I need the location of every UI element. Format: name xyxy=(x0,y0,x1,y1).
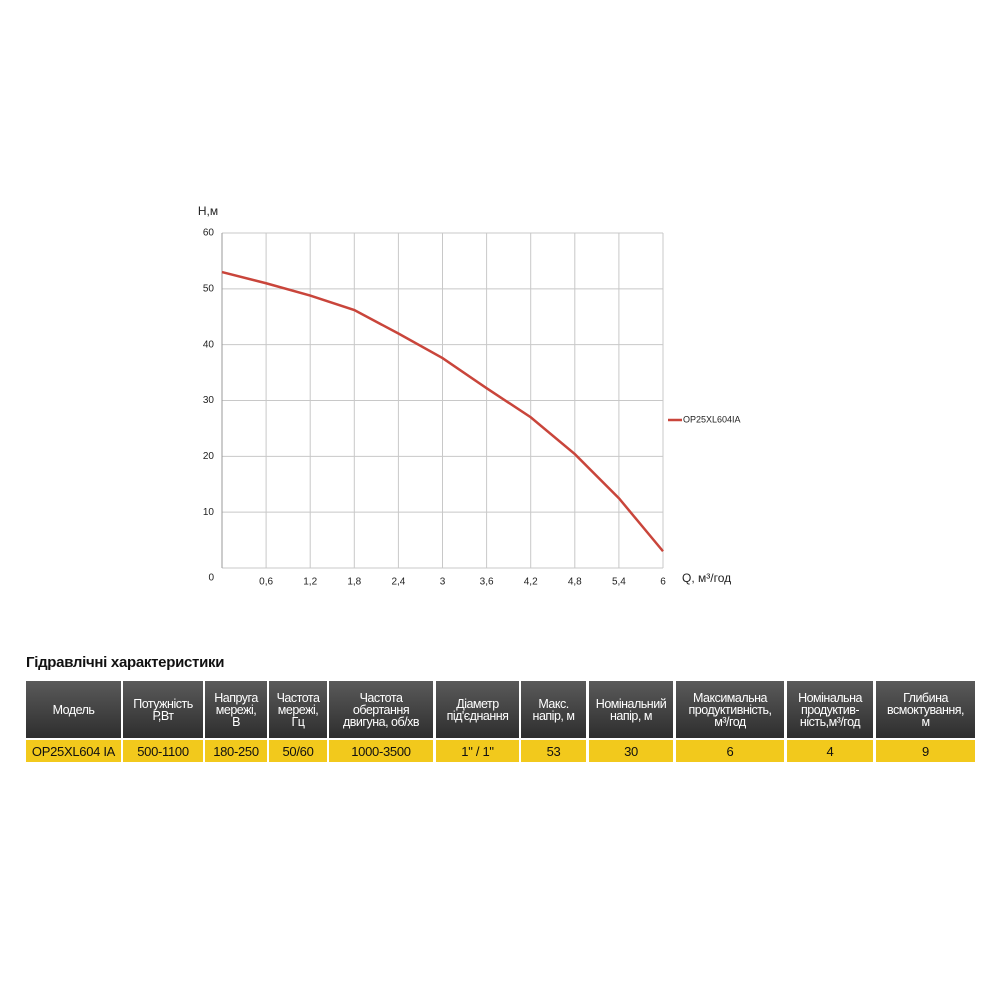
data-cell: 53 xyxy=(521,740,586,762)
y-tick-label: 40 xyxy=(203,339,215,350)
y-tick-label: 0 xyxy=(208,573,214,584)
x-tick-label: 6 xyxy=(660,577,666,588)
y-tick-label: 30 xyxy=(203,395,215,406)
data-cell: 50/60 xyxy=(269,740,327,762)
y-tick-label: 20 xyxy=(203,451,215,462)
x-tick-label: 1,8 xyxy=(347,577,361,588)
x-tick-label: 5,4 xyxy=(612,577,626,588)
x-axis-label: Q, м³/год xyxy=(682,571,731,585)
x-tick-label: 0,6 xyxy=(259,577,273,588)
header-cell: Напруга мережі, В xyxy=(205,681,267,738)
x-tick-label: 3,6 xyxy=(480,577,494,588)
table-title: Гідравлічні характеристики xyxy=(26,654,225,671)
data-cell: 1000-3500 xyxy=(329,740,433,762)
header-cell: Номінальний напір, м xyxy=(589,681,673,738)
header-cell: Частота обертання двигуна, об/хв xyxy=(329,681,433,738)
data-cell: 1" / 1" xyxy=(436,740,519,762)
header-cell: Частота мережі, Гц xyxy=(269,681,327,738)
data-cell: 6 xyxy=(676,740,784,762)
y-axis-label: Н,м xyxy=(198,204,218,218)
data-cell: 180-250 xyxy=(205,740,267,762)
y-tick-label: 10 xyxy=(203,507,215,518)
x-tick-label: 2,4 xyxy=(391,577,405,588)
x-tick-label: 3 xyxy=(440,577,446,588)
chart: Н,м Q, м³/год 0 10 20 30 40 50 60 0,6 1,2 1,8 2,4 3… xyxy=(198,204,741,588)
x-tick-label: 1,2 xyxy=(303,577,317,588)
x-tick-label: 4,2 xyxy=(524,577,538,588)
data-cell: OP25XL604 IA xyxy=(26,740,121,762)
data-cell: 4 xyxy=(787,740,873,762)
x-tick-label: 4,8 xyxy=(568,577,582,588)
header-cell: Максимальна продуктивність, м³/год xyxy=(676,681,784,738)
data-cell: 500-1100 xyxy=(123,740,203,762)
header-cell: Діаметр під'єднання xyxy=(436,681,519,738)
data-line xyxy=(221,270,664,553)
data-cell: 9 xyxy=(876,740,975,762)
legend-label: OP25XL604IA xyxy=(683,414,741,424)
header-cell: Глибина всмоктування, м xyxy=(876,681,975,738)
header-cell: Потужність Р,Вт xyxy=(123,681,203,738)
y-tick-label: 60 xyxy=(203,228,215,239)
data-cell: 30 xyxy=(589,740,673,762)
header-cell: Макс. напір, м xyxy=(521,681,586,738)
header-cell: Номінальна продуктив- ність,м³/год xyxy=(787,681,873,738)
header-cell: Модель xyxy=(26,681,121,738)
y-tick-label: 50 xyxy=(203,283,215,294)
